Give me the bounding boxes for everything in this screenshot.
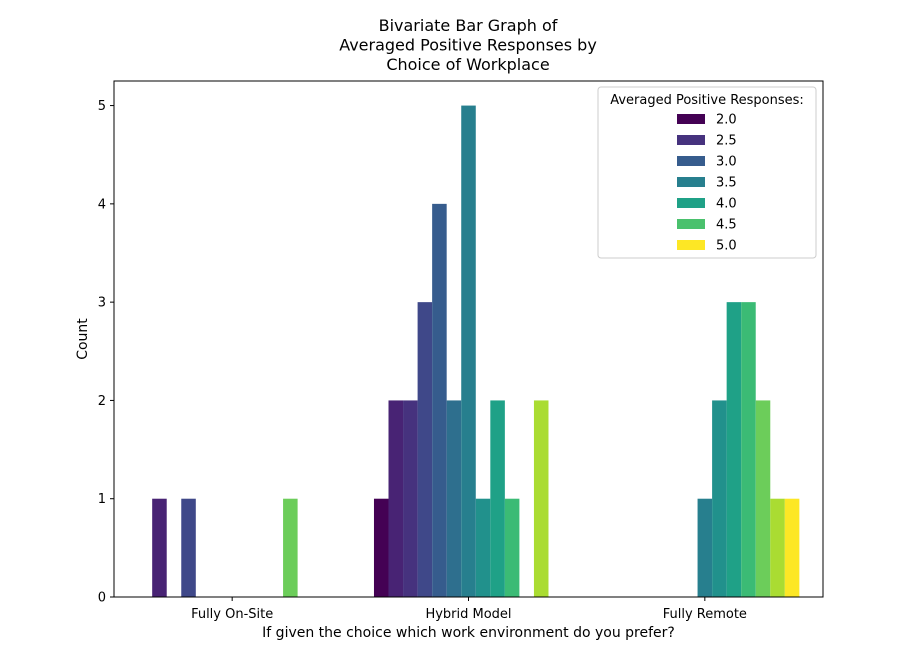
bar: [784, 498, 800, 597]
bar: [533, 400, 549, 597]
bar: [461, 105, 476, 597]
y-tick-label: 3: [98, 296, 106, 311]
y-tick-label: 2: [98, 394, 106, 409]
bar: [181, 498, 196, 597]
bar: [403, 400, 418, 597]
legend-label: 4.0: [716, 197, 737, 212]
title-line: Averaged Positive Responses by: [339, 36, 597, 55]
title-line: Bivariate Bar Graph of: [379, 16, 558, 35]
legend-label: 3.0: [716, 155, 737, 170]
bar: [697, 498, 713, 597]
bar: [432, 203, 447, 598]
legend-swatch: [677, 240, 705, 250]
bar: [475, 498, 491, 597]
x-tick-label: Hybrid Model: [425, 607, 511, 622]
legend-swatch: [677, 114, 705, 124]
bar: [712, 400, 727, 597]
legend: Averaged Positive Responses: 2.0 2.5 3.0 3.5…: [597, 86, 817, 259]
legend-swatch: [677, 198, 705, 208]
y-tick-label: 4: [98, 197, 106, 212]
bar: [490, 400, 505, 597]
bar: [741, 302, 756, 597]
y-axis-ticks: 0 1 2 3 4 5: [98, 99, 114, 606]
legend-label: 3.5: [716, 176, 737, 191]
legend-swatch: [677, 219, 705, 229]
title-line: Choice of Workplace: [386, 55, 549, 74]
legend-swatch: [677, 135, 705, 145]
bar: [417, 302, 433, 597]
legend-label: 2.5: [716, 134, 737, 149]
legend-title: Averaged Positive Responses:: [610, 93, 804, 108]
bar: [770, 498, 785, 597]
y-tick-label: 1: [98, 492, 106, 507]
y-tick-label: 5: [98, 99, 106, 114]
bar: [152, 498, 167, 597]
y-tick-label: 0: [98, 591, 106, 606]
legend-box: [597, 86, 817, 259]
legend-label: 2.0: [716, 113, 737, 128]
bar: [283, 498, 298, 597]
legend-label: 5.0: [716, 239, 737, 254]
bar: [504, 498, 520, 597]
bar: [446, 400, 462, 597]
x-tick-label: Fully On-Site: [191, 607, 273, 622]
legend-swatch: [677, 156, 705, 166]
x-axis-label: If given the choice which work environme…: [262, 625, 675, 641]
legend-swatch: [677, 177, 705, 187]
bars-group: [152, 105, 800, 598]
x-tick-label: Fully Remote: [663, 607, 747, 622]
bar: [755, 400, 771, 597]
legend-label: 4.5: [716, 218, 737, 233]
bar: [388, 400, 404, 597]
bar: [726, 302, 742, 597]
y-axis-label: Count: [75, 318, 91, 360]
bar: [373, 498, 389, 597]
x-axis-ticks: Fully On-Site Hybrid Model Fully Remote: [191, 597, 747, 622]
